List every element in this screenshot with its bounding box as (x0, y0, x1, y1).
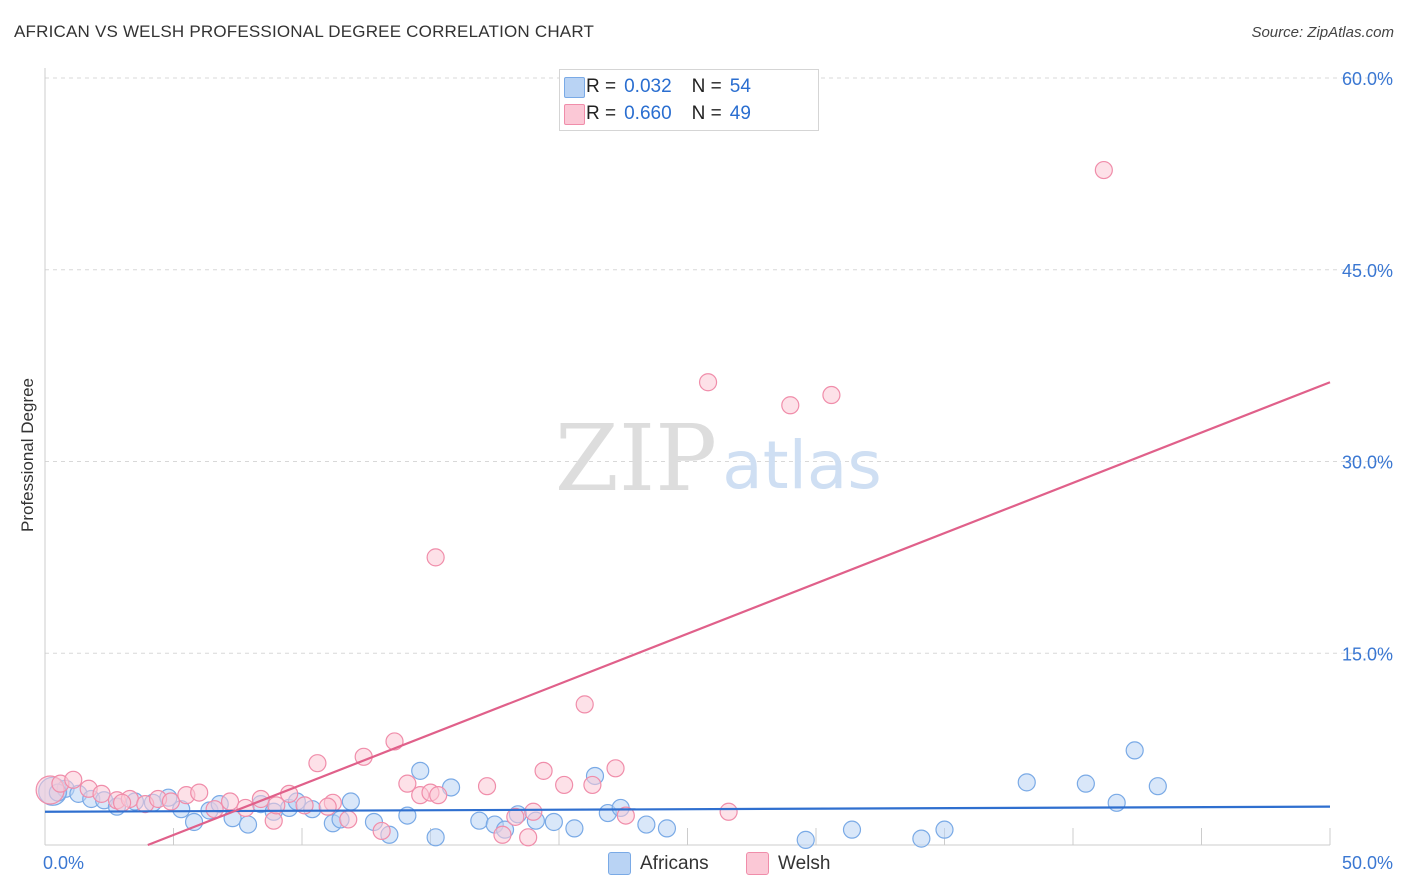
welsh-point[interactable] (575, 695, 594, 714)
africans-point[interactable] (238, 815, 258, 834)
africans-legend-swatch (608, 852, 631, 875)
legend-row-welsh: R = 0.660 N = 49 (564, 101, 751, 127)
africans-point[interactable] (426, 828, 445, 847)
welsh-swatch (564, 103, 585, 125)
y-tick-label-2: 45.0% (1342, 261, 1393, 281)
africans-point[interactable] (1076, 774, 1095, 793)
welsh-r-label: R = (586, 103, 617, 124)
welsh-point[interactable] (583, 775, 602, 795)
welsh-point[interactable] (264, 811, 283, 830)
africans-point[interactable] (912, 829, 931, 848)
welsh-point[interactable] (318, 797, 337, 816)
africans-swatch (564, 76, 585, 98)
africans-point[interactable] (842, 820, 862, 839)
welsh-trend-line (147, 381, 1331, 847)
legend-row-africans: R = 0.032 N = 54 (564, 74, 751, 100)
welsh-point[interactable] (190, 783, 209, 802)
stats-legend: R = 0.032 N = 54 R = 0.660 N = 49 (559, 69, 819, 131)
welsh-point[interactable] (339, 810, 358, 829)
watermark: ZIP atlas (555, 405, 882, 512)
welsh-point[interactable] (372, 821, 391, 841)
welsh-point[interactable] (64, 770, 83, 789)
welsh-r-value: 0.660 (624, 103, 672, 124)
trend-lines (44, 381, 1331, 847)
legend-item-welsh[interactable]: Welsh (746, 852, 830, 875)
welsh-point[interactable] (426, 548, 445, 567)
africans-point[interactable] (470, 811, 489, 830)
welsh-point[interactable] (506, 807, 525, 826)
y-tick-label-1: 30.0% (1342, 453, 1393, 473)
africans-point[interactable] (1125, 741, 1144, 760)
welsh-n-value: 49 (729, 103, 751, 124)
welsh-point[interactable] (161, 792, 181, 811)
watermark-zip: ZIP (555, 405, 717, 512)
africans-point[interactable] (1107, 793, 1126, 812)
africans-point[interactable] (935, 820, 954, 839)
data-points (35, 160, 1167, 849)
africans-point[interactable] (411, 761, 430, 780)
welsh-n-label: N = (691, 103, 722, 124)
welsh-point[interactable] (534, 761, 553, 780)
africans-r-label: R = (586, 76, 617, 97)
africans-trend-line (44, 805, 1331, 813)
welsh-point[interactable] (398, 774, 417, 793)
welsh-point[interactable] (616, 806, 635, 825)
chart-title: AFRICAN VS WELSH PROFESSIONAL DEGREE COR… (14, 22, 595, 41)
welsh-point[interactable] (1094, 160, 1113, 180)
source-credit: Source: ZipAtlas.com (1251, 24, 1394, 41)
welsh-point[interactable] (524, 802, 543, 821)
welsh-point[interactable] (205, 800, 224, 819)
watermark-atlas: atlas (722, 427, 882, 504)
welsh-point[interactable] (92, 784, 111, 803)
tick-labels: 15.0% 30.0% 45.0% 60.0% 0.0% 50.0% (43, 69, 1393, 873)
africans-point[interactable] (657, 819, 677, 838)
africans-legend-label: Africans (640, 852, 709, 874)
africans-n-value: 54 (729, 76, 751, 97)
welsh-point[interactable] (519, 828, 538, 847)
welsh-point[interactable] (112, 793, 132, 812)
africans-n-label: N = (691, 76, 722, 97)
welsh-point[interactable] (781, 396, 800, 415)
welsh-point[interactable] (822, 385, 841, 405)
welsh-legend-swatch (746, 852, 769, 875)
series-legend: Africans Welsh (0, 852, 1406, 878)
gridlines (45, 77, 1392, 654)
africans-point[interactable] (637, 815, 656, 834)
welsh-point[interactable] (555, 775, 574, 795)
legend-item-africans[interactable]: Africans (608, 852, 709, 875)
welsh-point[interactable] (220, 792, 240, 811)
welsh-legend-label: Welsh (778, 852, 831, 874)
x-tick-label-1: 50.0% (1342, 853, 1393, 873)
africans-point[interactable] (341, 792, 360, 811)
welsh-point[interactable] (493, 825, 512, 844)
welsh-point[interactable] (308, 754, 327, 773)
welsh-point[interactable] (267, 796, 286, 815)
welsh-point[interactable] (429, 786, 448, 805)
x-tick-label-0: 0.0% (43, 853, 84, 873)
welsh-point[interactable] (719, 802, 738, 821)
africans-point[interactable] (796, 830, 815, 849)
welsh-point[interactable] (698, 373, 718, 392)
y-tick-label-0: 15.0% (1342, 644, 1393, 664)
welsh-point[interactable] (477, 777, 497, 796)
africans-point[interactable] (565, 819, 584, 838)
y-tick-label-3: 60.0% (1342, 69, 1393, 89)
africans-r-value: 0.032 (624, 76, 672, 97)
welsh-point[interactable] (606, 759, 625, 778)
africans-point[interactable] (544, 812, 563, 832)
africans-point[interactable] (1017, 773, 1036, 792)
africans-point[interactable] (1148, 777, 1167, 796)
